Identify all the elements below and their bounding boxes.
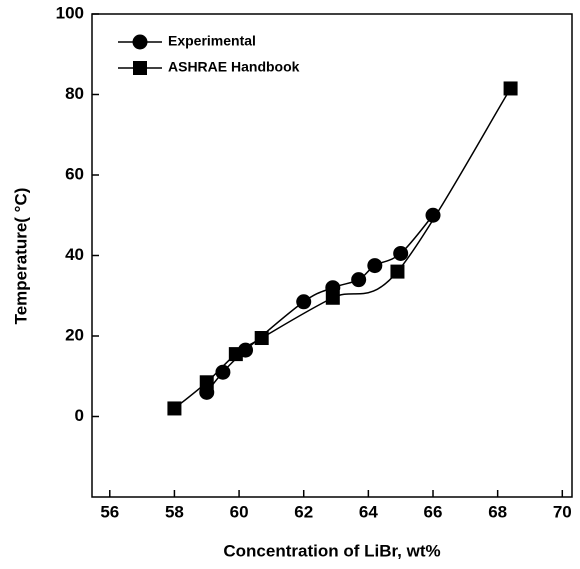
x-tick-label: 60 bbox=[230, 502, 249, 521]
x-tick-label: 56 bbox=[100, 502, 119, 521]
x-tick-label: 58 bbox=[165, 502, 184, 521]
y-axis-label: Temperature( °C) bbox=[11, 188, 30, 325]
y-tick-label: 100 bbox=[56, 3, 84, 22]
data-point bbox=[390, 264, 405, 279]
x-tick-label: 64 bbox=[359, 502, 378, 521]
x-tick-label: 68 bbox=[488, 502, 507, 521]
x-tick-label: 70 bbox=[553, 502, 572, 521]
data-point bbox=[351, 272, 367, 288]
plot-frame bbox=[91, 13, 573, 498]
y-tick-label: 60 bbox=[65, 164, 84, 183]
legend-label: ASHRAE Handbook bbox=[168, 59, 300, 75]
data-point bbox=[199, 375, 214, 390]
data-point bbox=[215, 364, 231, 380]
data-point bbox=[228, 347, 243, 362]
data-point bbox=[296, 294, 312, 310]
y-tick-label: 20 bbox=[65, 325, 84, 344]
x-axis-label: Concentration of LiBr, wt% bbox=[223, 541, 440, 560]
legend-marker bbox=[132, 34, 148, 50]
data-point bbox=[393, 245, 409, 261]
data-point bbox=[325, 290, 340, 305]
y-tick-label: 80 bbox=[65, 84, 84, 103]
x-tick-label: 62 bbox=[294, 502, 313, 521]
y-tick-label: 0 bbox=[75, 406, 84, 425]
data-point bbox=[254, 331, 269, 346]
y-tick-label: 40 bbox=[65, 245, 84, 264]
data-point bbox=[425, 207, 441, 223]
legend-marker bbox=[133, 61, 147, 75]
legend-label: Experimental bbox=[168, 33, 256, 49]
series-line bbox=[173, 88, 512, 410]
x-tick-label: 66 bbox=[424, 502, 443, 521]
data-point bbox=[367, 258, 383, 274]
data-point bbox=[167, 401, 182, 416]
data-point bbox=[503, 81, 518, 96]
